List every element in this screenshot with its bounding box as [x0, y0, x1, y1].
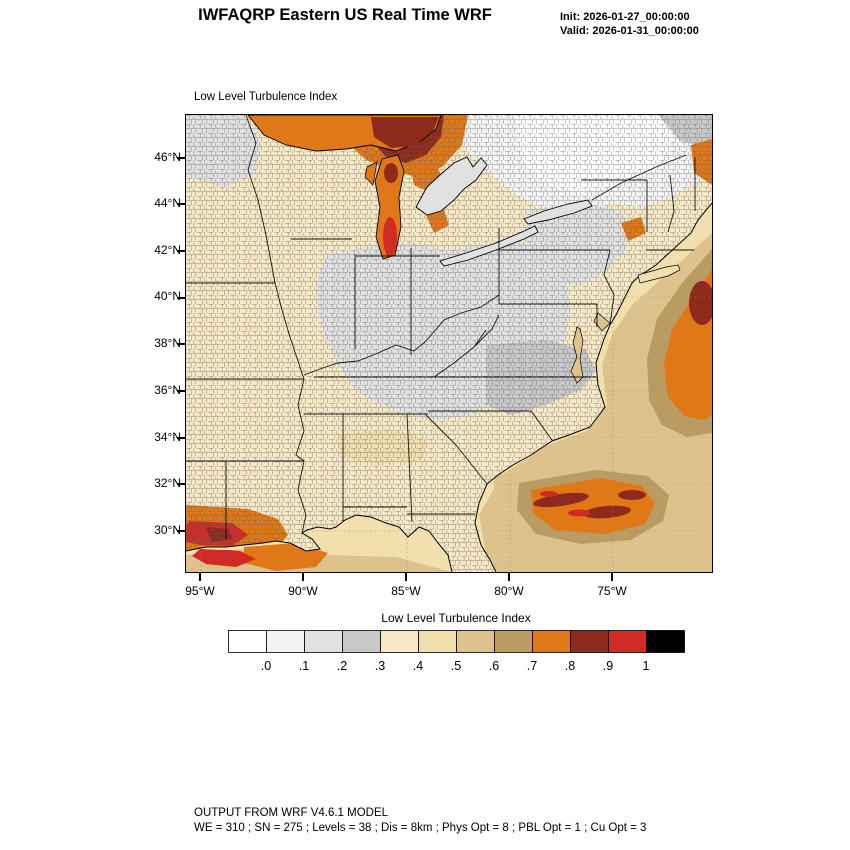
colorbar-tick-label: .5: [450, 659, 462, 673]
footer-block: OUTPUT FROM WRF V4.6.1 MODEL WE = 310 ; …: [194, 806, 646, 835]
lat-label-44n: 44°N: [154, 196, 181, 210]
lat-label-42n: 42°N: [154, 243, 181, 257]
plot-title: IWFAQRP Eastern US Real Time WRF: [198, 6, 492, 24]
atlantic-coastline: [474, 202, 712, 572]
long-island: [637, 264, 681, 284]
colorbar-cell: [532, 630, 571, 653]
colorbar-tick-label: .3: [374, 659, 386, 673]
lat-tick: [177, 250, 185, 252]
colorbar-tick-label: 1: [642, 659, 650, 673]
colorbar-tick-label: .7: [526, 659, 538, 673]
colorbar-tick-label: .8: [564, 659, 576, 673]
gulf-red: [192, 549, 256, 567]
lon-label-95w: 95°W: [185, 584, 215, 598]
footer-config-line: WE = 310 ; SN = 275 ; Levels = 38 ; Dis …: [194, 821, 647, 834]
lake-michigan-maroon: [384, 163, 398, 183]
colorbar-tick-label: .2: [336, 659, 348, 673]
lat-label-36n: 36°N: [154, 383, 181, 397]
se-red-accent-2: [540, 491, 558, 497]
map-panel: [185, 114, 713, 573]
lake-erie: [439, 225, 539, 267]
colorbar-tick-label: .4: [412, 659, 424, 673]
lat-label-34n: 34°N: [154, 430, 181, 444]
atlantic-maroon-spot: [689, 281, 712, 325]
se-red-accent-1: [568, 509, 590, 517]
lon-label-90w: 90°W: [288, 584, 318, 598]
footer-model-line: OUTPUT FROM WRF V4.6.1 MODEL: [194, 807, 389, 819]
lat-label-30n: 30°N: [154, 523, 181, 537]
lon-label-80w: 80°W: [494, 584, 524, 598]
colorbar-tick-label: .0: [260, 659, 272, 673]
lat-tick: [177, 437, 185, 439]
colorbar-cell: [570, 630, 609, 653]
lat-label-40n: 40°N: [154, 289, 181, 303]
lon-tick: [199, 572, 201, 581]
lon-tick: [611, 572, 613, 581]
colorbar-cell: [380, 630, 419, 653]
lake-michigan-red: [383, 217, 397, 257]
se-maroon-streak-1: [533, 492, 589, 508]
lon-label-75w: 75°W: [597, 584, 627, 598]
chesapeake-bay: [570, 326, 584, 384]
colorbar-cell: [494, 630, 533, 653]
colorbar-cell: [266, 630, 305, 653]
lake-superior-maroon: [371, 117, 439, 148]
lon-tick: [302, 572, 304, 581]
lake-huron: [415, 156, 488, 216]
state-borders: [186, 115, 696, 539]
delaware-bay: [593, 312, 611, 332]
colorbar: [228, 630, 685, 653]
init-valid-block: Init: 2026-01-27_00:00:00 Valid: 2026-01…: [560, 10, 699, 38]
colorbar-cell: [418, 630, 457, 653]
green-bay: [364, 161, 378, 186]
lon-tick: [508, 572, 510, 581]
colorbar-tick-label: .1: [298, 659, 310, 673]
init-time-label: Init: 2026-01-27_00:00:00: [560, 11, 690, 23]
colorbar-cell: [304, 630, 343, 653]
colorbar-cell: [342, 630, 381, 653]
colorbar-tick-label: .6: [488, 659, 500, 673]
lat-tick: [177, 343, 185, 345]
colorbar-cell: [456, 630, 495, 653]
lat-tick: [177, 390, 185, 392]
lakes-layer: [247, 115, 681, 384]
lat-label-32n: 32°N: [154, 476, 181, 490]
lat-label-38n: 38°N: [154, 336, 181, 350]
map-field-label: Low Level Turbulence Index: [194, 91, 338, 103]
lon-label-85w: 85°W: [391, 584, 421, 598]
colorbar-tick-label: .9: [602, 659, 614, 673]
valid-time-label: Valid: 2026-01-31_00:00:00: [560, 25, 699, 37]
lat-tick: [177, 530, 185, 532]
lat-label-46n: 46°N: [154, 150, 181, 164]
lat-tick: [177, 483, 185, 485]
colorbar-cell: [646, 630, 685, 653]
turbulence-map: [186, 115, 712, 572]
colorbar-cell: [228, 630, 267, 653]
colorbar-cell: [608, 630, 647, 653]
se-maroon-streak-3: [618, 490, 646, 500]
gulf-coastline: [186, 514, 453, 572]
lon-tick: [405, 572, 407, 581]
lat-tick: [177, 297, 185, 299]
lake-ontario: [523, 199, 593, 225]
se-maroon-streak-2: [583, 505, 631, 519]
lat-tick: [177, 157, 185, 159]
colorbar-title: Low Level Turbulence Index: [381, 611, 531, 625]
lat-tick: [177, 203, 185, 205]
